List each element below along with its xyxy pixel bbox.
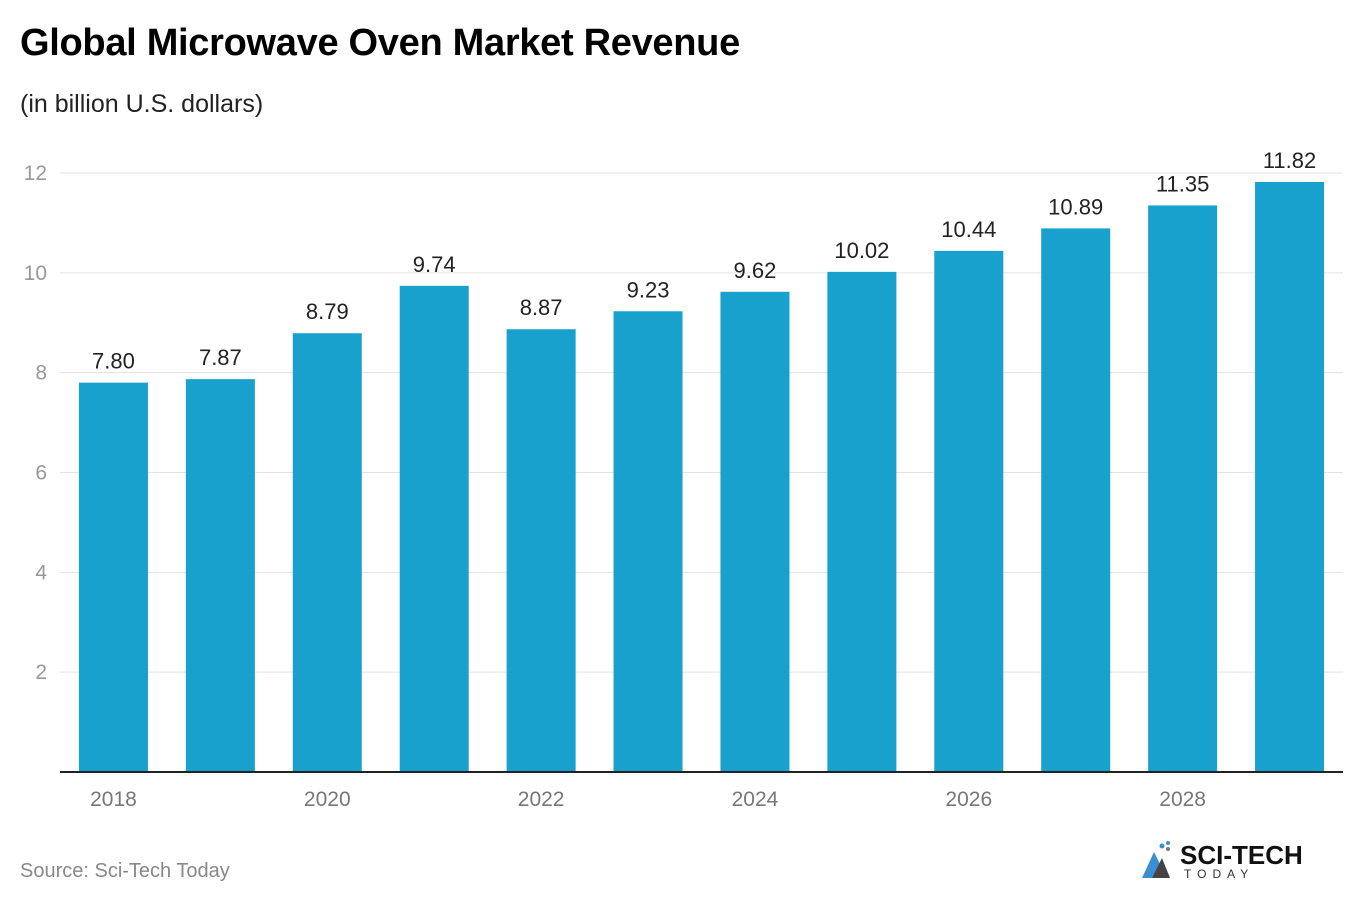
x-tick-label: 2028	[1159, 788, 1206, 811]
bar-2025	[827, 271, 897, 772]
data-label: 7.87	[199, 345, 242, 370]
data-label: 11.82	[1263, 148, 1316, 173]
bar-2023	[613, 311, 683, 772]
bar-2019	[185, 379, 255, 772]
data-label: 10.44	[941, 217, 996, 242]
bar-chart: 2 4 6 8 10 12 7.80 2018 7.87 8.79 2020 9.74 8.87 2022…	[24, 148, 1343, 811]
y-tick-label: 6	[35, 462, 47, 485]
data-label: 9.23	[627, 277, 670, 302]
bar-2020	[292, 333, 362, 772]
sci-tech-today-logo: SCI-TECH TODAY	[1142, 840, 1303, 881]
data-label: 8.79	[306, 299, 349, 324]
bar-2022	[506, 329, 576, 772]
y-tick-label: 12	[24, 162, 47, 185]
data-label: 8.87	[520, 295, 563, 320]
svg-text:TODAY: TODAY	[1184, 867, 1254, 881]
bar-2029	[1255, 181, 1325, 773]
data-label: 11.35	[1156, 171, 1209, 196]
y-tick-label: 2	[35, 661, 47, 684]
bar-2026	[934, 250, 1004, 772]
x-tick-label: 2024	[732, 788, 779, 811]
bar-2018	[78, 382, 148, 772]
data-label: 10.02	[834, 238, 889, 263]
data-label: 10.89	[1048, 194, 1103, 219]
bar-2021	[399, 285, 469, 772]
bar-2028	[1148, 205, 1218, 773]
chart-subtitle: (in billion U.S. dollars)	[20, 90, 264, 118]
x-tick-label: 2022	[518, 788, 565, 811]
bar-2027	[1041, 228, 1111, 773]
x-tick-label: 2018	[90, 788, 137, 811]
svg-text:SCI-TECH: SCI-TECH	[1180, 840, 1303, 870]
bar-2024	[720, 291, 790, 772]
y-tick-label: 8	[35, 362, 47, 385]
source-note: Source: Sci-Tech Today	[20, 860, 230, 882]
data-label: 9.62	[734, 258, 777, 283]
data-label: 7.80	[92, 349, 135, 374]
data-label: 9.74	[413, 252, 456, 277]
x-tick-label: 2026	[945, 788, 992, 811]
chart-title: Global Microwave Oven Market Revenue	[20, 22, 740, 64]
x-tick-label: 2020	[304, 788, 351, 811]
y-tick-label: 4	[35, 561, 47, 584]
y-tick-label: 10	[24, 262, 47, 285]
